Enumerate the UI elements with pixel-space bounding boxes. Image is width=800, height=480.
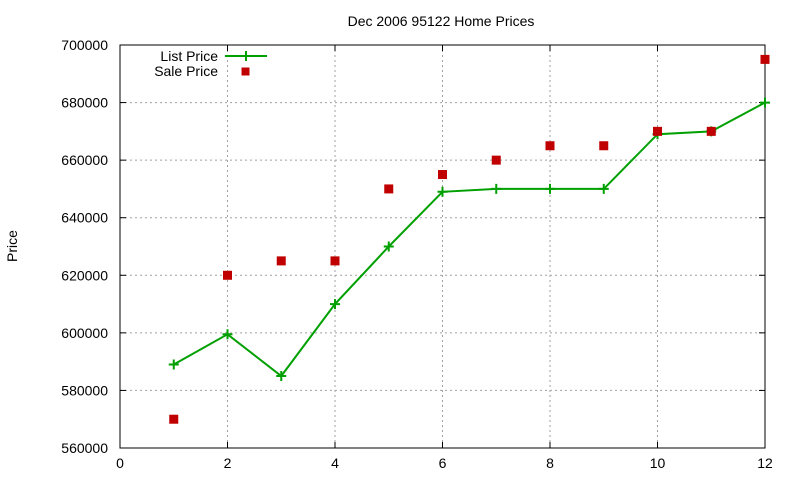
legend-label-list-price: List Price [160, 48, 218, 64]
grid-lines [120, 45, 765, 448]
data-point-list-price [168, 359, 179, 370]
data-point-sale-price [169, 414, 179, 424]
data-point-sale-price [653, 126, 662, 136]
y-axis-label: Price [4, 230, 20, 262]
data-point-sale-price [545, 141, 555, 151]
data-point-list-price [760, 97, 770, 108]
y-tick-label: 660000 [61, 152, 108, 168]
x-tick-label: 0 [116, 455, 124, 471]
data-point-list-price [491, 183, 502, 194]
series-list-price [168, 97, 770, 382]
y-tick-label: 620000 [61, 267, 108, 283]
data-point-sale-price [223, 270, 232, 280]
series-layer [168, 54, 770, 424]
data-point-sale-price [706, 126, 716, 136]
x-tick-label: 8 [546, 455, 554, 471]
plot-frame [119, 44, 766, 449]
data-point-sale-price [276, 256, 286, 266]
data-point-sale-price [330, 256, 340, 266]
x-tick-label: 2 [224, 455, 232, 471]
series-line-list-price [173, 101, 766, 378]
data-point-list-price [222, 329, 233, 340]
legend-label-sale-price: Sale Price [154, 63, 218, 79]
y-tick-label: 640000 [61, 210, 108, 226]
data-point-list-price [330, 299, 340, 310]
data-point-list-price [383, 241, 394, 252]
data-point-sale-price [438, 170, 447, 180]
data-point-list-price [598, 183, 609, 194]
x-tick-label: 4 [331, 455, 339, 471]
x-tick-label: 12 [757, 455, 773, 471]
x-tick-label: 10 [650, 455, 666, 471]
y-tick-label: 560000 [61, 440, 108, 456]
legend-marker-list-price [241, 51, 251, 61]
x-tick-label: 6 [439, 455, 447, 471]
y-tick-label: 680000 [61, 95, 108, 111]
legend: List Price Sale Price [154, 48, 267, 79]
y-tick-label: 700000 [61, 37, 108, 53]
data-point-sale-price [384, 184, 394, 194]
data-point-list-price [437, 186, 448, 197]
data-point-sale-price [599, 141, 609, 151]
y-tick-label: 580000 [61, 382, 108, 398]
data-point-sale-price [760, 54, 770, 64]
series-sale-price [169, 54, 770, 424]
data-point-list-price [276, 371, 287, 382]
legend-marker-sale-price [241, 67, 250, 76]
data-point-list-price [545, 183, 555, 194]
data-point-sale-price [491, 155, 501, 165]
y-tick-label: 600000 [61, 325, 108, 341]
chart-title: Dec 2006 95122 Home Prices [348, 13, 535, 29]
